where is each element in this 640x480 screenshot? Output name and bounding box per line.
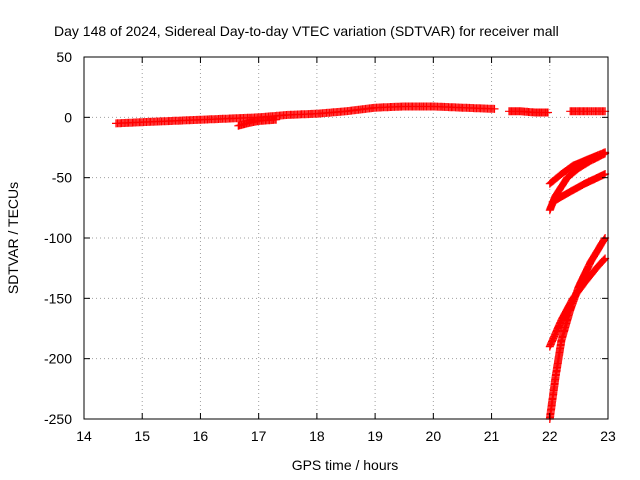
x-tick-label: 16: [193, 428, 209, 444]
x-tick-label: 23: [600, 428, 616, 444]
x-tick-label: 19: [367, 428, 383, 444]
x-axis-label: GPS time / hours: [292, 457, 399, 473]
y-tick-label: -50: [52, 170, 72, 186]
data-point-markers: [566, 107, 610, 116]
series-markers: [505, 107, 552, 117]
data-point-markers: [505, 107, 552, 117]
chart-title: Day 148 of 2024, Sidereal Day-to-day VTE…: [54, 23, 559, 39]
data-point-markers: [548, 170, 610, 206]
series-markers: [548, 170, 610, 206]
data-point-markers: [545, 254, 610, 351]
axis-ticks: 14 15 16 17 18 19 20 21 22 23 50 0 -50 -100 -150 -200 -2…: [44, 49, 616, 444]
y-tick-label: -100: [44, 230, 72, 246]
y-tick-label: -200: [44, 351, 72, 367]
x-tick-label: 21: [484, 428, 500, 444]
x-tick-label: 18: [309, 428, 325, 444]
x-tick-label: 20: [426, 428, 442, 444]
y-axis-label: SDTVAR / TECUs: [5, 182, 21, 294]
y-tick-label: -250: [44, 411, 72, 427]
x-tick-label: 17: [251, 428, 267, 444]
series-markers: [545, 254, 610, 351]
x-tick-label: 15: [134, 428, 150, 444]
data-point-markers: [112, 102, 499, 128]
data-point-markers: [234, 115, 281, 130]
y-tick-label: -150: [44, 290, 72, 306]
data-series: [112, 102, 610, 423]
series-markers: [234, 115, 281, 130]
x-tick-label: 22: [542, 428, 558, 444]
x-tick-label: 14: [76, 428, 92, 444]
y-tick-label: 50: [56, 49, 72, 65]
series-markers: [112, 102, 499, 128]
series-markers: [566, 107, 610, 116]
y-tick-label: 0: [64, 109, 72, 125]
